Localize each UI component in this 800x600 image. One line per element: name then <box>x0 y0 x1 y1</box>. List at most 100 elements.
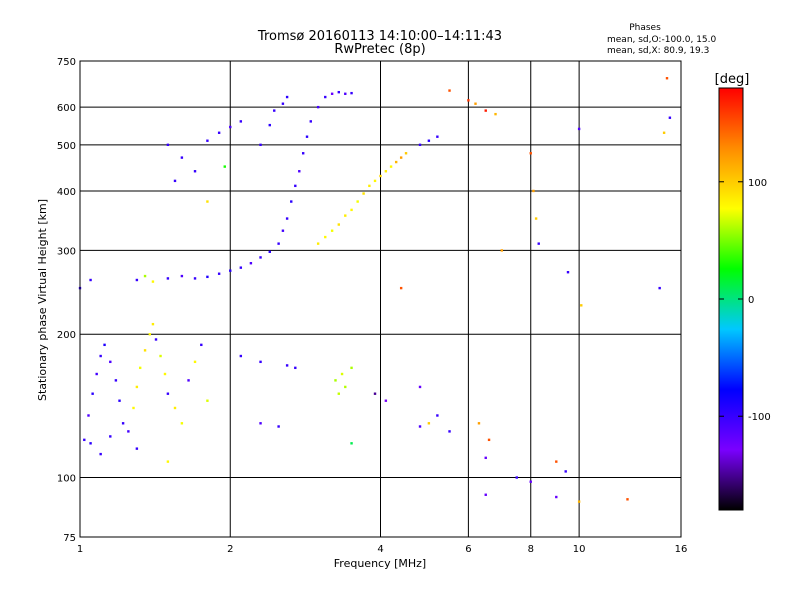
echo-point <box>324 95 327 99</box>
echo-point <box>577 127 581 131</box>
echo-point <box>187 379 190 382</box>
echo-point <box>484 109 487 112</box>
echo-point <box>373 392 377 395</box>
echo-point <box>529 152 532 155</box>
echo-point <box>99 452 102 456</box>
echo-point <box>340 372 344 376</box>
echo-point <box>330 229 334 232</box>
colorbar-label: [deg] <box>715 72 750 87</box>
echo-point <box>324 235 327 239</box>
echo-point <box>83 438 86 442</box>
y-axis-label: Stationary phase Virtual Height [km] <box>36 199 49 401</box>
echo-point <box>259 422 262 425</box>
echo-point <box>368 184 371 188</box>
echo-point <box>384 399 388 402</box>
echo-point <box>268 123 271 127</box>
echo-point <box>427 139 431 142</box>
y-tick-label: 75 <box>63 533 76 544</box>
echo-point <box>148 333 152 336</box>
echo-point <box>135 385 139 389</box>
echo-point <box>103 343 106 347</box>
echo-point <box>344 214 347 217</box>
echo-point <box>532 189 535 193</box>
echo-point <box>89 278 92 282</box>
echo-point <box>494 112 497 116</box>
echo-point <box>484 493 487 496</box>
echo-point <box>662 131 666 134</box>
echo-point <box>316 242 320 245</box>
echo-point <box>580 304 583 307</box>
echo-point <box>159 354 162 358</box>
echo-point <box>154 338 158 341</box>
echo-point <box>87 414 90 417</box>
echo-point <box>394 160 398 164</box>
echo-point <box>151 322 155 326</box>
echo-point <box>259 256 262 259</box>
echo-point <box>294 366 297 370</box>
echo-point <box>487 438 491 442</box>
y-tick-label: 750 <box>57 57 76 68</box>
echo-point <box>344 385 347 389</box>
echo-point <box>109 360 112 364</box>
echo-point <box>180 274 184 278</box>
echo-point <box>427 422 431 425</box>
echo-point <box>166 143 170 147</box>
phases-o-mode: mean, sd,O:-100.0, 15.0 <box>607 35 717 45</box>
echo-point <box>166 460 170 463</box>
echo-point <box>229 125 232 129</box>
echo-point <box>534 217 538 220</box>
echo-point <box>309 120 312 123</box>
echo-point <box>350 442 353 445</box>
echo-point <box>173 179 177 183</box>
echo-point <box>379 174 382 178</box>
chart-title: Tromsø 20160113 14:10:00–14:11:43 <box>257 29 502 44</box>
echo-point <box>298 170 301 173</box>
echo-point <box>285 217 289 220</box>
echo-point <box>467 99 470 102</box>
x-tick-labels: 1 2 4 6 8 10 16 <box>77 544 688 555</box>
echo-point <box>127 430 130 433</box>
echo-point <box>135 278 139 282</box>
echo-point <box>436 135 439 138</box>
echo-point <box>151 280 155 283</box>
echo-point <box>206 399 209 402</box>
echo-point <box>206 200 209 203</box>
echo-point <box>316 105 320 109</box>
echo-point <box>555 460 558 463</box>
echo-point <box>384 170 388 173</box>
echo-point <box>229 269 232 272</box>
echo-point <box>193 360 197 364</box>
echo-point <box>180 156 184 159</box>
echo-point <box>515 476 518 479</box>
echo-point <box>362 192 365 195</box>
echo-point <box>281 229 285 232</box>
echo-point <box>173 406 177 410</box>
echo-point <box>285 95 289 99</box>
echo-point <box>658 286 661 290</box>
echo-point <box>564 470 567 473</box>
echo-point <box>143 349 147 352</box>
echo-point <box>418 385 422 389</box>
echo-point <box>200 343 203 347</box>
x-tick-label: 1 <box>77 544 83 555</box>
echo-point <box>259 143 262 147</box>
grid-lines <box>80 61 681 537</box>
echo-point <box>389 165 393 168</box>
x-tick-label: 10 <box>573 544 586 555</box>
echo-point <box>166 277 170 280</box>
y-tick-label: 400 <box>57 187 76 198</box>
echo-point <box>132 406 135 410</box>
colorbar-tick-label: -100 <box>748 412 771 423</box>
echo-point <box>223 165 226 168</box>
echo-point <box>99 354 102 358</box>
echo-point <box>239 266 243 269</box>
echo-point <box>668 116 672 119</box>
echo-point <box>334 379 337 382</box>
echo-point <box>373 179 377 183</box>
echo-point <box>143 274 147 278</box>
echo-point <box>239 354 243 358</box>
echo-point <box>138 366 142 370</box>
echo-point <box>350 366 353 370</box>
echo-point <box>163 372 167 376</box>
